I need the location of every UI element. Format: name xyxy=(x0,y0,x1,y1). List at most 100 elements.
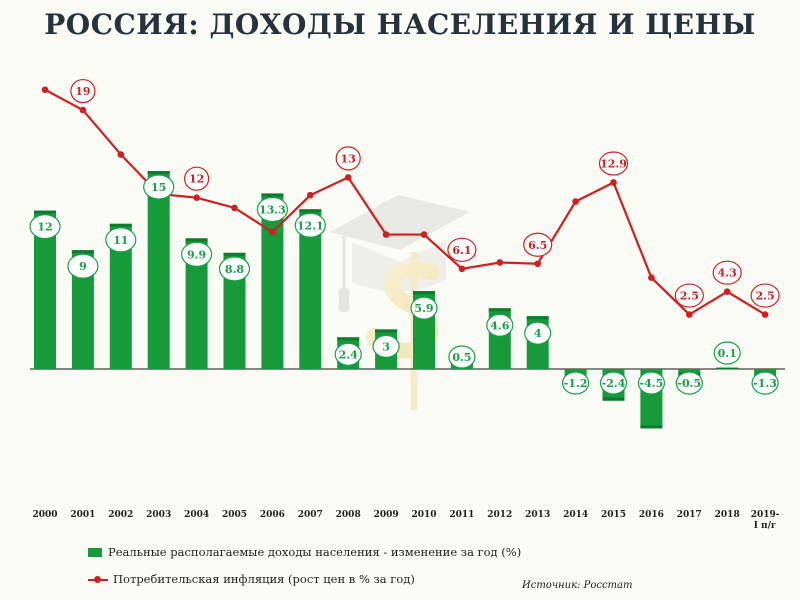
inflation-point-2009 xyxy=(382,231,390,238)
bar-label-2019-I п/г: -1.3 xyxy=(751,371,779,395)
bar-label-2002: 11 xyxy=(105,227,137,253)
svg-text:3: 3 xyxy=(382,340,390,353)
inflation-point-2018 xyxy=(723,288,731,295)
bar-label-2017: -0.5 xyxy=(675,371,703,395)
bar-label-2001: 9 xyxy=(67,253,99,279)
svg-text:2012: 2012 xyxy=(487,510,512,520)
inflation-label-2019-I п/г: 2.5 xyxy=(750,283,780,308)
bar-edge-2009 xyxy=(375,329,398,333)
bar-edge-2003 xyxy=(147,171,170,174)
inflation-point-2015 xyxy=(610,179,617,186)
bar-2003 xyxy=(147,171,170,369)
bar-edge-2008 xyxy=(337,337,360,341)
inflation-point-2011 xyxy=(458,265,466,273)
x-tick-2009: 2009 xyxy=(374,510,399,520)
bar-2004 xyxy=(185,238,208,369)
x-tick-2011: 2011 xyxy=(449,510,474,520)
svg-text:2015: 2015 xyxy=(601,510,626,520)
bar-label-2016: -4.5 xyxy=(637,371,666,395)
bar-label-2006: 13.3 xyxy=(256,196,288,223)
svg-text:4.3: 4.3 xyxy=(718,267,737,280)
inflation-label-2008: 13 xyxy=(335,146,361,171)
svg-text:0.1: 0.1 xyxy=(718,347,737,360)
svg-text:-4.5: -4.5 xyxy=(640,377,664,390)
bar-edge-2007 xyxy=(299,209,322,213)
svg-text:2014: 2014 xyxy=(563,510,588,520)
bar-edge-2005 xyxy=(223,252,246,256)
svg-text:2001: 2001 xyxy=(70,510,95,520)
x-tick-2012: 2012 xyxy=(487,510,512,520)
svg-text:9: 9 xyxy=(79,260,87,273)
x-tick-2007: 2007 xyxy=(298,510,323,520)
svg-text:0.5: 0.5 xyxy=(452,351,471,364)
svg-text:2016: 2016 xyxy=(639,510,664,520)
bar-edge-2001 xyxy=(71,250,94,254)
svg-text:2002: 2002 xyxy=(108,510,133,520)
svg-text:-2.4: -2.4 xyxy=(602,377,626,390)
inflation-point-2013 xyxy=(534,260,541,268)
svg-text:2007: 2007 xyxy=(298,510,323,520)
inflation-point-2004 xyxy=(193,194,200,202)
x-tick-2013: 2013 xyxy=(525,510,550,520)
inflation-label-2004: 12 xyxy=(184,166,210,191)
svg-text:5.9: 5.9 xyxy=(414,302,433,315)
inflation-point-2017 xyxy=(686,311,693,318)
bar-2001 xyxy=(71,250,94,369)
bar-label-2011: 0.5 xyxy=(448,345,476,369)
svg-text:I п/г: I п/г xyxy=(754,521,777,531)
svg-text:2005: 2005 xyxy=(222,510,247,520)
x-tick-2016: 2016 xyxy=(639,510,664,520)
inflation-point-2016 xyxy=(648,274,655,282)
svg-text:2.5: 2.5 xyxy=(680,290,699,303)
inflation-point-2007 xyxy=(307,191,314,199)
svg-text:2000: 2000 xyxy=(32,510,57,520)
svg-text:6.5: 6.5 xyxy=(528,239,547,252)
bar-edge-2012 xyxy=(488,308,511,312)
svg-text:2019-: 2019- xyxy=(751,510,780,520)
svg-text:2006: 2006 xyxy=(260,510,285,520)
svg-text:8.8: 8.8 xyxy=(225,263,244,276)
svg-text:2.4: 2.4 xyxy=(339,348,358,361)
bar-label-2012: 4.6 xyxy=(486,313,514,337)
bar-label-2005: 8.8 xyxy=(218,256,251,282)
legend-bar-swatch xyxy=(88,547,102,557)
legend-item-inflation: Потребительская инфляция (рост цен в % з… xyxy=(88,572,415,586)
bar-edge-2010 xyxy=(413,291,435,295)
inflation-label-2015: 12.9 xyxy=(598,151,629,176)
source-note: Источник: Росстат xyxy=(522,580,633,591)
x-tick-2017: 2017 xyxy=(677,510,702,520)
chart-title: РОССИЯ: ДОХОДЫ НАСЕЛЕНИЯ И ЦЕНЫ xyxy=(44,8,756,41)
inflation-point-2006 xyxy=(269,228,276,236)
svg-text:2011: 2011 xyxy=(449,510,474,520)
bar-edge-2015 xyxy=(602,397,625,401)
svg-text:13.3: 13.3 xyxy=(259,203,286,216)
bar-label-2007: 12.1 xyxy=(294,212,326,238)
bar-label-2000: 12 xyxy=(29,214,61,240)
bar-edge-2004 xyxy=(185,238,208,242)
svg-text:11: 11 xyxy=(113,234,128,247)
inflation-point-2012 xyxy=(496,259,504,266)
bar-label-2003: 15 xyxy=(143,174,175,200)
x-tick-2001: 2001 xyxy=(70,510,95,520)
bar-edge-2006 xyxy=(261,193,284,197)
inflation-point-2001 xyxy=(79,106,87,114)
svg-text:12.1: 12.1 xyxy=(297,219,324,232)
svg-text:2010: 2010 xyxy=(411,510,436,520)
x-tick-2005: 2005 xyxy=(222,510,247,520)
inflation-label-2011: 6.1 xyxy=(447,237,477,262)
bar-edge-2016 xyxy=(640,425,663,429)
x-tick-2000: 2000 xyxy=(32,510,57,520)
svg-text:6.1: 6.1 xyxy=(452,244,471,257)
bar-2002 xyxy=(109,223,132,369)
legend-item-income: Реальные располагаемые доходы населения … xyxy=(88,545,521,559)
x-tick-2004: 2004 xyxy=(184,510,209,520)
svg-text:12: 12 xyxy=(189,173,204,186)
x-tick-2008: 2008 xyxy=(336,510,361,520)
svg-text:19: 19 xyxy=(75,85,90,98)
inflation-point-2019-I п/г xyxy=(761,311,769,318)
svg-text:2.5: 2.5 xyxy=(756,290,775,303)
x-tick-2002: 2002 xyxy=(108,510,133,520)
bar-label-2015: -2.4 xyxy=(599,371,628,395)
